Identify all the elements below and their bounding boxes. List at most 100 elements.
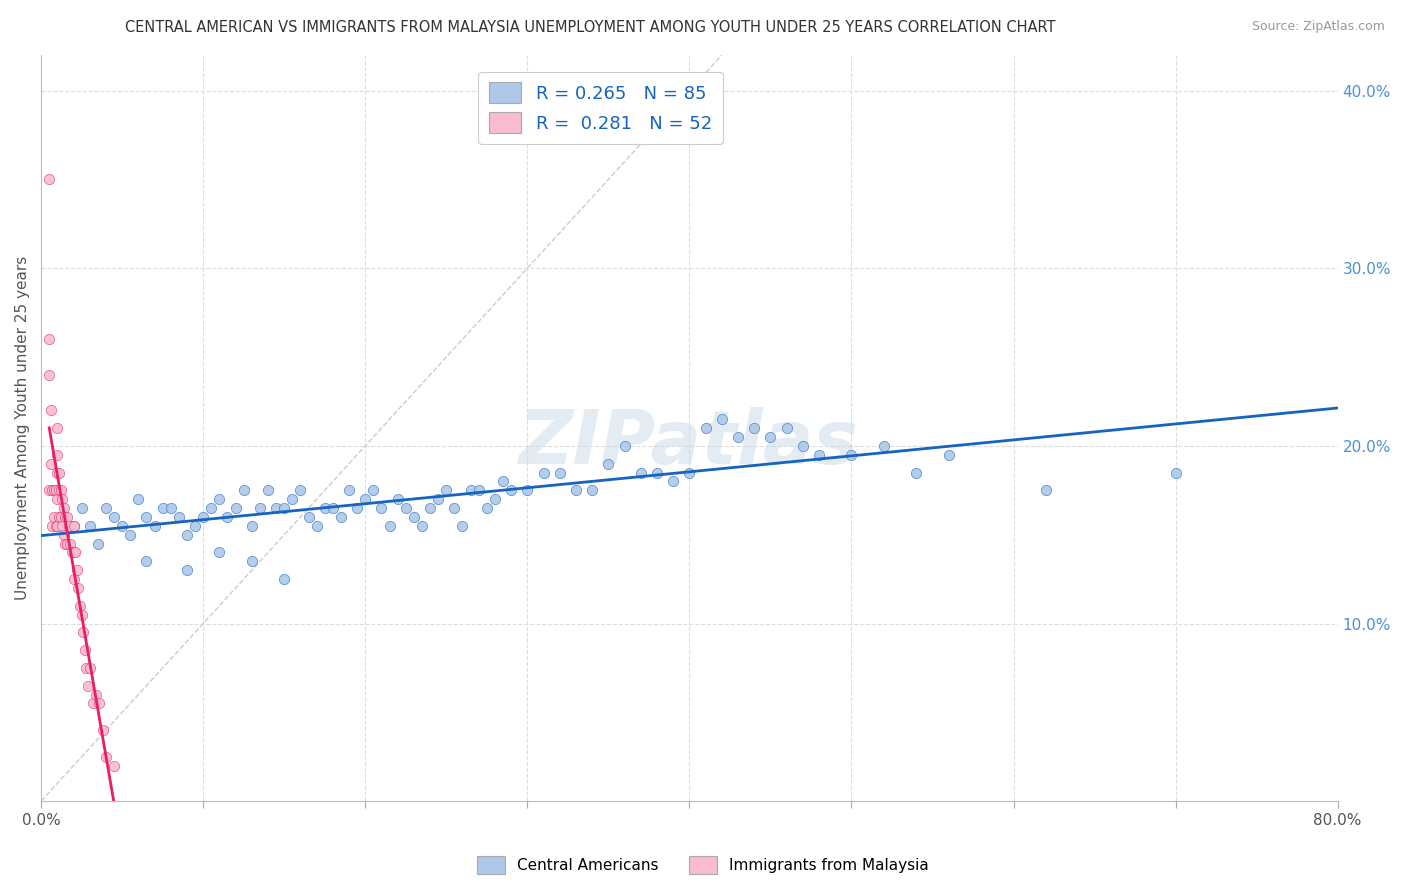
Point xyxy=(42,510,65,524)
Point xyxy=(52,501,75,516)
Point xyxy=(727,430,749,444)
Point xyxy=(613,439,636,453)
Point xyxy=(938,448,960,462)
Point xyxy=(273,501,295,516)
Point xyxy=(84,688,107,702)
Point xyxy=(565,483,588,498)
Point xyxy=(56,536,79,550)
Point xyxy=(645,466,668,480)
Point xyxy=(695,421,717,435)
Point xyxy=(281,492,304,507)
Point xyxy=(76,661,98,675)
Point xyxy=(346,501,368,516)
Point xyxy=(662,475,685,489)
Point xyxy=(58,518,80,533)
Point xyxy=(193,510,215,524)
Point xyxy=(38,368,60,382)
Point xyxy=(176,563,198,577)
Point xyxy=(314,501,336,516)
Point xyxy=(67,581,90,595)
Point xyxy=(127,492,149,507)
Point xyxy=(45,518,67,533)
Point xyxy=(200,501,222,516)
Point xyxy=(548,466,571,480)
Point xyxy=(62,572,84,586)
Point xyxy=(460,483,482,498)
Point xyxy=(395,501,418,516)
Point xyxy=(46,466,69,480)
Point xyxy=(62,518,84,533)
Point xyxy=(79,518,101,533)
Point xyxy=(38,172,60,186)
Point xyxy=(434,483,457,498)
Point xyxy=(89,697,111,711)
Point xyxy=(232,483,254,498)
Point xyxy=(378,518,401,533)
Point xyxy=(94,501,117,516)
Point xyxy=(354,492,377,507)
Point xyxy=(152,501,174,516)
Point xyxy=(48,483,70,498)
Text: CENTRAL AMERICAN VS IMMIGRANTS FROM MALAYSIA UNEMPLOYMENT AMONG YOUTH UNDER 25 Y: CENTRAL AMERICAN VS IMMIGRANTS FROM MALA… xyxy=(125,20,1056,35)
Point xyxy=(249,501,271,516)
Point xyxy=(322,501,344,516)
Point xyxy=(678,466,700,480)
Point xyxy=(63,545,86,559)
Point xyxy=(69,599,91,613)
Point xyxy=(62,518,84,533)
Point xyxy=(55,510,77,524)
Point xyxy=(387,492,409,507)
Point xyxy=(240,554,263,568)
Point xyxy=(759,430,782,444)
Point xyxy=(70,607,93,622)
Point xyxy=(60,545,83,559)
Point xyxy=(79,661,101,675)
Point xyxy=(630,466,652,480)
Point xyxy=(419,501,441,516)
Point xyxy=(42,483,65,498)
Point xyxy=(225,501,247,516)
Point xyxy=(184,518,207,533)
Point xyxy=(51,492,73,507)
Point xyxy=(240,518,263,533)
Point xyxy=(305,518,328,533)
Point xyxy=(208,492,231,507)
Point xyxy=(41,483,63,498)
Point xyxy=(501,483,523,498)
Point xyxy=(46,492,69,507)
Point xyxy=(73,643,96,657)
Point xyxy=(56,510,79,524)
Point xyxy=(143,518,166,533)
Point xyxy=(66,563,89,577)
Point xyxy=(52,527,75,541)
Point xyxy=(467,483,489,498)
Point xyxy=(82,697,104,711)
Point xyxy=(808,448,831,462)
Point xyxy=(411,518,433,533)
Point xyxy=(38,483,60,498)
Point xyxy=(217,510,239,524)
Point xyxy=(1164,466,1187,480)
Point xyxy=(49,510,72,524)
Point xyxy=(38,332,60,346)
Point xyxy=(48,466,70,480)
Point xyxy=(208,545,231,559)
Point xyxy=(135,510,157,524)
Point xyxy=(111,518,134,533)
Point xyxy=(370,501,392,516)
Point xyxy=(290,483,312,498)
Point xyxy=(87,536,110,550)
Point xyxy=(48,510,70,524)
Point xyxy=(46,421,69,435)
Point xyxy=(39,457,62,471)
Point xyxy=(55,536,77,550)
Point xyxy=(533,466,555,480)
Point xyxy=(257,483,280,498)
Point xyxy=(742,421,765,435)
Point xyxy=(905,466,928,480)
Point xyxy=(176,527,198,541)
Point xyxy=(159,501,181,516)
Point xyxy=(363,483,385,498)
Point xyxy=(492,475,515,489)
Point xyxy=(167,510,190,524)
